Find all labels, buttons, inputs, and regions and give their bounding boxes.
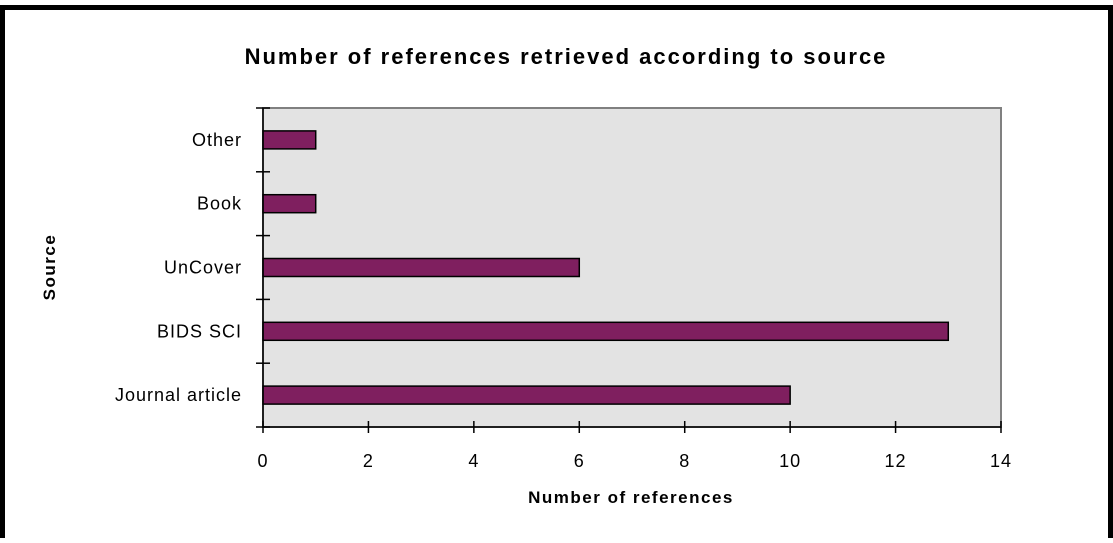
bar-book — [262, 193, 317, 214]
bar-journal-article — [262, 385, 791, 405]
x-tick-label: 4 — [468, 451, 479, 471]
y-tick-label: UnCover — [164, 258, 242, 278]
x-tick-label: 14 — [990, 451, 1012, 471]
bar-uncover — [262, 257, 581, 278]
x-tick-label: 12 — [885, 451, 907, 471]
x-tick-label: 10 — [779, 451, 801, 471]
bars-layer — [262, 130, 950, 405]
y-tick-label: Journal article — [115, 385, 242, 405]
x-tick-label: 0 — [257, 451, 268, 471]
y-axis-title: Source — [40, 234, 59, 301]
axes-layer: Journal article BIDS SCI UnCover Book Other 0… — [115, 107, 1012, 471]
bar-bids-sci — [262, 321, 950, 342]
x-tick-label: 2 — [363, 451, 374, 471]
x-tick-label: 8 — [679, 451, 690, 471]
bar-other — [262, 130, 317, 150]
x-tick-label: 6 — [574, 451, 585, 471]
chart-title: Number of references retrieved according… — [245, 44, 888, 69]
y-tick-label: BIDS SCI — [157, 321, 242, 341]
y-tick-label: Other — [192, 130, 242, 150]
y-tick-label: Book — [197, 194, 242, 214]
x-axis-title: Number of references — [528, 488, 734, 507]
